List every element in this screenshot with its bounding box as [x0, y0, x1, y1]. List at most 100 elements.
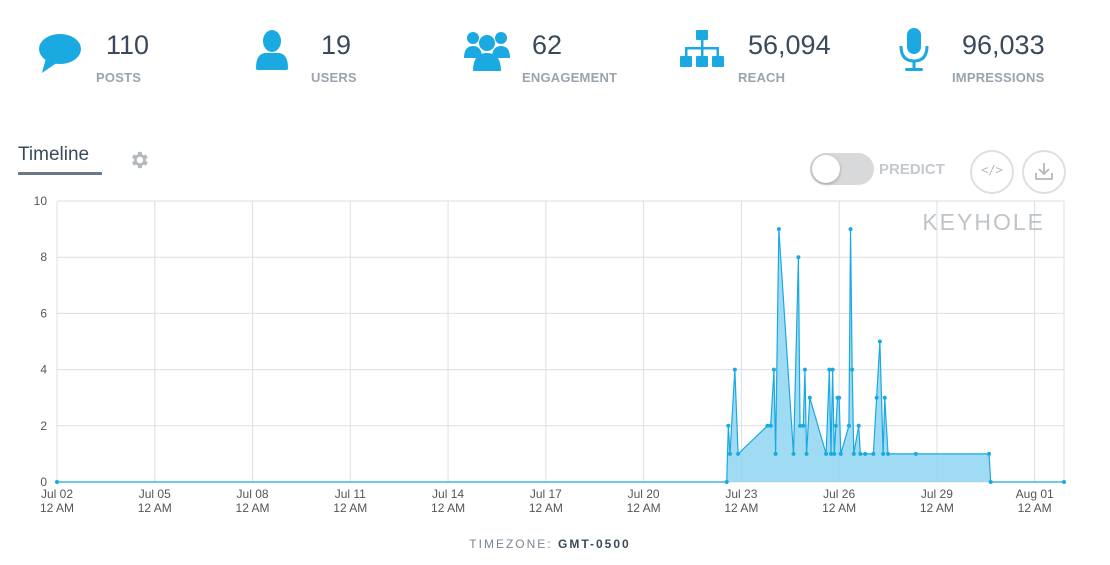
- data-point[interactable]: [1062, 480, 1066, 484]
- data-point[interactable]: [851, 451, 856, 456]
- data-point[interactable]: [55, 480, 59, 484]
- y-tick-label: 10: [34, 194, 48, 208]
- code-icon: </>: [981, 163, 1003, 177]
- series-line: [57, 229, 1064, 483]
- timezone-prefix: TIMEZONE:: [469, 537, 553, 551]
- data-point[interactable]: [824, 451, 829, 456]
- data-point[interactable]: [732, 367, 737, 372]
- x-tick-label: 12 AM: [1018, 501, 1052, 515]
- x-tick-label: 12 AM: [333, 501, 367, 515]
- x-tick-label: Jul 29: [921, 487, 953, 501]
- x-tick-label: Jul 02: [41, 487, 73, 501]
- users-value: 19: [321, 30, 352, 60]
- data-point[interactable]: [798, 423, 803, 428]
- data-point[interactable]: [828, 451, 833, 456]
- series-area: [57, 229, 1064, 482]
- x-tick-label: 12 AM: [40, 501, 74, 515]
- data-point[interactable]: [736, 451, 741, 456]
- data-point[interactable]: [796, 255, 801, 260]
- keyhole-watermark: KEYHOLE: [922, 209, 1045, 235]
- impressions-value: 96,033: [962, 30, 1045, 60]
- data-point[interactable]: [724, 480, 729, 484]
- x-tick-label: Jul 11: [335, 487, 366, 501]
- x-tick-label: 12 AM: [529, 501, 563, 515]
- chart-area: [57, 229, 1064, 483]
- x-tick-label: 12 AM: [822, 501, 856, 515]
- posts-value: 110: [106, 30, 150, 60]
- data-point[interactable]: [801, 423, 806, 428]
- data-point[interactable]: [881, 451, 886, 456]
- data-point[interactable]: [858, 451, 863, 456]
- reach-label: REACH: [738, 70, 786, 85]
- data-point[interactable]: [804, 451, 809, 456]
- data-point[interactable]: [846, 423, 851, 428]
- data-point[interactable]: [807, 395, 812, 400]
- data-point[interactable]: [850, 367, 855, 372]
- download-icon: [1035, 163, 1053, 180]
- y-axis-labels: 0 2 4 6 8 10: [34, 194, 48, 489]
- data-point[interactable]: [802, 367, 807, 372]
- data-point[interactable]: [773, 451, 778, 456]
- data-point[interactable]: [874, 395, 879, 400]
- y-tick-label: 8: [40, 250, 47, 264]
- y-tick-label: 2: [40, 419, 47, 433]
- x-tick-label: Jul 08: [237, 487, 269, 501]
- x-tick-label: 12 AM: [431, 501, 465, 515]
- x-tick-label: Jul 14: [432, 487, 464, 501]
- data-point[interactable]: [987, 451, 992, 456]
- y-tick-label: 4: [40, 363, 47, 377]
- data-point[interactable]: [833, 423, 838, 428]
- tab-timeline[interactable]: Timeline: [18, 144, 102, 175]
- x-tick-label: Aug 01: [1016, 487, 1054, 501]
- x-tick-label: 12 AM: [627, 501, 661, 515]
- data-point[interactable]: [886, 451, 891, 456]
- posts-label: POSTS: [96, 70, 142, 85]
- data-point[interactable]: [913, 451, 918, 456]
- predict-toggle[interactable]: [810, 153, 874, 185]
- timezone-footer: TIMEZONE: GMT-0500: [0, 537, 1100, 551]
- impressions-label: IMPRESSIONS: [952, 70, 1045, 85]
- users-label: USERS: [311, 70, 357, 85]
- x-tick-label: 12 AM: [138, 501, 172, 515]
- group-icon: [464, 32, 510, 71]
- embed-code-button[interactable]: </>: [970, 150, 1014, 194]
- data-point[interactable]: [727, 451, 732, 456]
- x-tick-label: 12 AM: [724, 501, 758, 515]
- data-point[interactable]: [776, 227, 781, 232]
- user-icon: [256, 30, 288, 70]
- chart-points: [55, 227, 1066, 484]
- timezone-value: GMT-0500: [557, 537, 631, 551]
- x-tick-label: 12 AM: [236, 501, 270, 515]
- data-point[interactable]: [882, 395, 887, 400]
- data-point[interactable]: [765, 423, 770, 428]
- data-point[interactable]: [848, 227, 853, 232]
- data-point[interactable]: [863, 451, 868, 456]
- data-point[interactable]: [830, 367, 835, 372]
- data-point[interactable]: [877, 339, 882, 344]
- data-point[interactable]: [832, 451, 837, 456]
- data-point[interactable]: [838, 451, 843, 456]
- data-point[interactable]: [771, 367, 776, 372]
- data-point[interactable]: [827, 367, 832, 372]
- data-point[interactable]: [856, 423, 861, 428]
- x-tick-label: Jul 26: [823, 487, 855, 501]
- x-tick-label: Jul 17: [530, 487, 562, 501]
- speech-bubble-icon: [39, 34, 81, 73]
- gear-icon[interactable]: [128, 149, 150, 171]
- data-point[interactable]: [871, 451, 876, 456]
- data-point[interactable]: [768, 423, 773, 428]
- y-tick-label: 6: [40, 306, 47, 320]
- data-point[interactable]: [988, 480, 993, 484]
- data-point[interactable]: [837, 395, 842, 400]
- engagement-value: 62: [532, 30, 563, 60]
- x-tick-label: Jul 23: [725, 487, 757, 501]
- download-button[interactable]: [1022, 150, 1066, 194]
- microphone-icon: [899, 28, 929, 71]
- data-point[interactable]: [726, 423, 731, 428]
- predict-label: PREDICT: [879, 161, 945, 178]
- data-point[interactable]: [791, 451, 796, 456]
- x-tick-label: 12 AM: [920, 501, 954, 515]
- y-tick-label: 0: [40, 475, 47, 489]
